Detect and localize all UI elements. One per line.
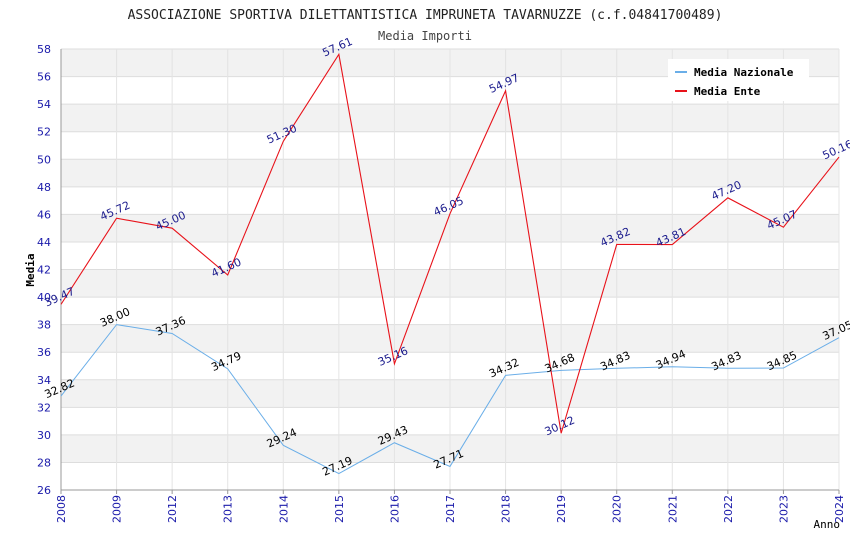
x-tick-label: 2017	[444, 495, 457, 523]
y-tick-label: 48	[37, 181, 51, 194]
legend-label: Media Nazionale	[694, 66, 794, 79]
x-tick-label: 2020	[611, 495, 624, 523]
grid-lines	[60, 48, 840, 491]
x-tick-label: 2013	[222, 495, 235, 523]
x-tick-label: 2015	[333, 495, 346, 523]
y-tick-label: 52	[37, 126, 51, 139]
y-tick-label: 40	[37, 291, 51, 304]
axes	[60, 49, 840, 494]
x-tick-label: 2014	[277, 495, 290, 523]
y-tick-label: 36	[37, 346, 51, 359]
x-axis-label: Anno	[814, 518, 841, 531]
y-tick-label: 46	[37, 208, 51, 221]
legend-label: Media Ente	[694, 85, 761, 98]
y-tick-label: 38	[37, 319, 51, 332]
y-axis-label: Media	[24, 253, 37, 286]
y-tick-label: 44	[37, 236, 51, 249]
x-tick-label: 2022	[722, 495, 735, 523]
series-lines	[60, 52, 840, 475]
x-tick-label: 2008	[55, 495, 68, 523]
x-tick-label: 2018	[500, 495, 513, 523]
x-tick-label: 2016	[388, 495, 401, 523]
legend-box	[668, 59, 809, 101]
chart-title: ASSOCIAZIONE SPORTIVA DILETTANTISTICA IM…	[128, 8, 723, 23]
y-tick-label: 34	[37, 374, 51, 387]
y-tick-labels: 26 28 30 32 34 36 38 40 42 44 46 48 50 52 54 56 58	[37, 43, 51, 497]
y-tick-label: 26	[37, 484, 51, 497]
x-tick-label: 2012	[166, 495, 179, 523]
x-tick-label: 2019	[555, 495, 568, 523]
chart-subtitle: Media Importi	[378, 29, 472, 43]
y-tick-label: 42	[37, 264, 51, 277]
x-tick-labels: 2008 2009 2012 2013 2014 2015 2016 2017 2018 2019…	[55, 495, 846, 523]
series-line	[60, 52, 840, 434]
y-tick-label: 32	[37, 401, 51, 414]
series-line	[60, 324, 840, 475]
y-tick-label: 58	[37, 43, 51, 56]
x-tick-label: 2009	[111, 495, 124, 523]
y-tick-label: 56	[37, 71, 51, 84]
y-tick-label: 54	[37, 98, 51, 111]
x-tick-label: 2023	[777, 495, 790, 523]
x-tick-label: 2021	[666, 495, 679, 523]
x-tick-label: 2024	[833, 495, 846, 523]
y-tick-label: 50	[37, 153, 51, 166]
legend: Media Nazionale Media Ente	[668, 59, 809, 101]
y-tick-label: 28	[37, 456, 51, 469]
y-tick-label: 30	[37, 429, 51, 442]
